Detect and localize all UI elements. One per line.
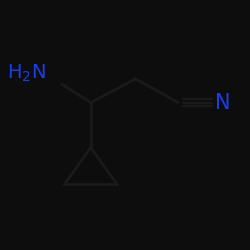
Text: H$_2$N: H$_2$N: [7, 63, 46, 84]
Text: N: N: [215, 92, 230, 112]
